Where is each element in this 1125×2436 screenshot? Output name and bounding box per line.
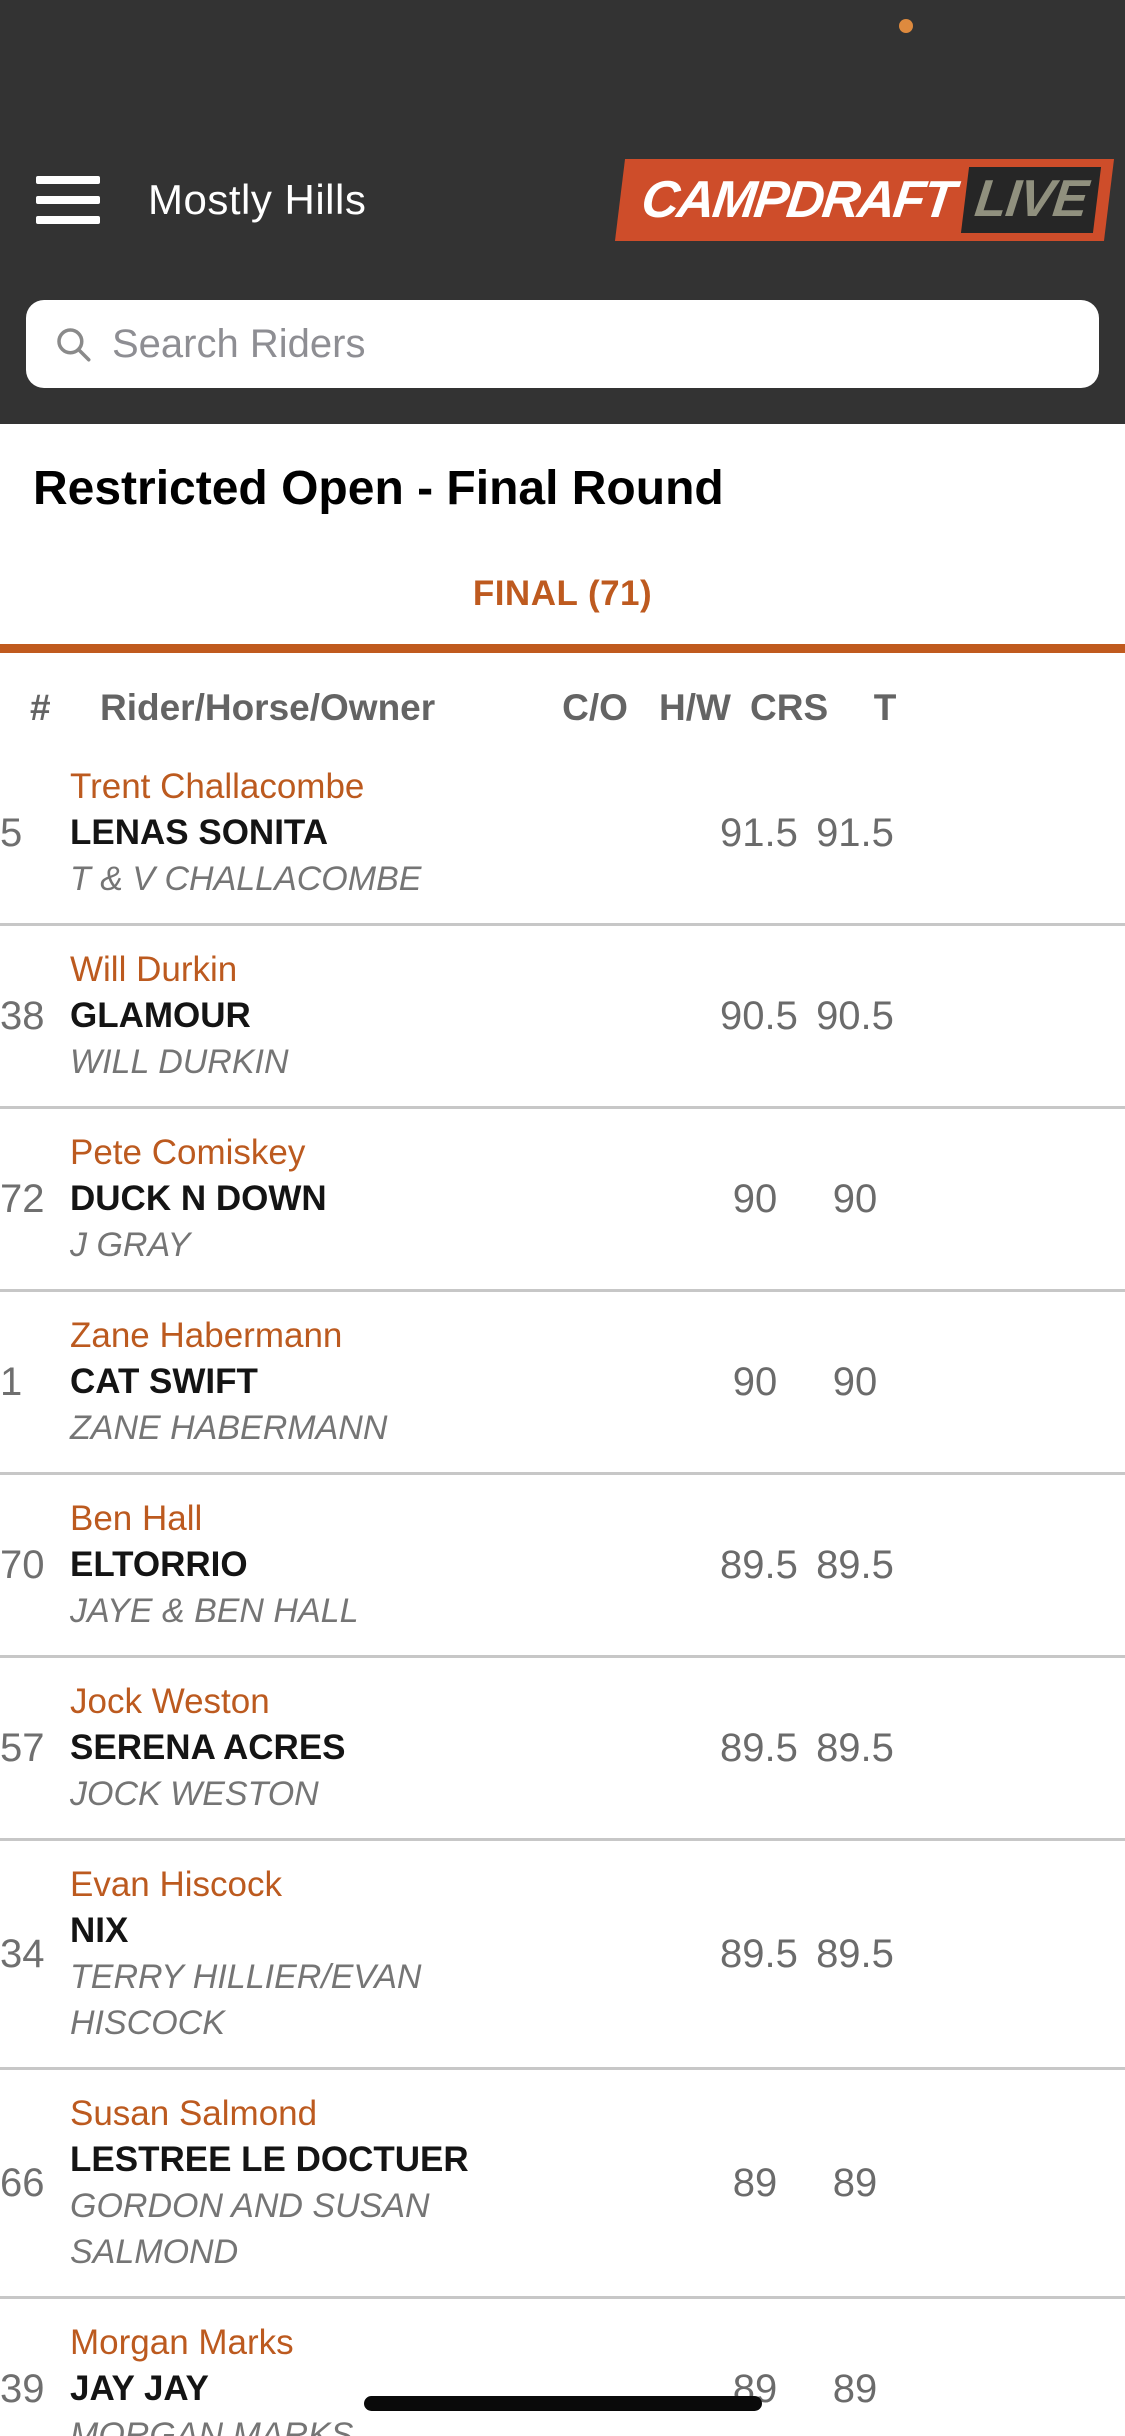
- table-row[interactable]: 1 Zane Habermann CAT SWIFT ZANE HABERMAN…: [0, 1292, 1125, 1475]
- rider-number: 70: [0, 1542, 45, 1587]
- rider-number: 39: [0, 2366, 45, 2411]
- score-crs: 91.5: [720, 810, 798, 855]
- score-t: 89.5: [816, 1542, 894, 1587]
- table-row[interactable]: 66 Susan Salmond LESTREE LE DOCTUER GORD…: [0, 2070, 1125, 2299]
- owner-name: T & V CHALLACOMBE: [70, 860, 422, 898]
- horse-name: CAT SWIFT: [70, 1362, 258, 1401]
- score-crs: 89.5: [720, 1725, 798, 1770]
- results-list: 5 Trent Challacombe LENAS SONITA T & V C…: [0, 743, 1125, 2436]
- score-t: 89.5: [816, 1725, 894, 1770]
- owner-name: J GRAY: [70, 1226, 191, 1264]
- score-crs: 89.5: [720, 1542, 798, 1587]
- table-row[interactable]: 5 Trent Challacombe LENAS SONITA T & V C…: [0, 743, 1125, 926]
- table-header: # Rider/Horse/Owner C/O H/W CRS T: [0, 653, 1125, 743]
- rider-horse-owner-cell: Pete Comiskey DUCK N DOWN J GRAY: [70, 1130, 520, 1268]
- score-t: 89: [832, 2366, 878, 2411]
- app-header: Mostly Hills CAMPDRAFT LIVE: [0, 0, 1125, 424]
- nav-bar: Mostly Hills CAMPDRAFT LIVE: [0, 140, 1125, 260]
- rider-horse-owner-cell: Susan Salmond LESTREE LE DOCTUER GORDON …: [70, 2091, 520, 2275]
- horse-name: SERENA ACRES: [70, 1728, 346, 1767]
- table-row[interactable]: 70 Ben Hall ELTORRIO JAYE & BEN HALL 89.…: [0, 1475, 1125, 1658]
- horse-name: LENAS SONITA: [70, 813, 328, 852]
- horse-name: GLAMOUR: [70, 996, 251, 1035]
- score-t: 89.5: [816, 1931, 894, 1976]
- rider-name-link[interactable]: Will Durkin: [70, 950, 238, 989]
- score-t: 89: [832, 2160, 878, 2205]
- page-title: Restricted Open - Final Round: [33, 462, 724, 515]
- score-t: 90: [832, 1176, 878, 1221]
- table-row[interactable]: 38 Will Durkin GLAMOUR WILL DURKIN 90.5 …: [0, 926, 1125, 1109]
- menu-button[interactable]: [36, 176, 100, 224]
- owner-name: WILL DURKIN: [70, 1043, 289, 1081]
- search-bar-row: [26, 300, 1099, 388]
- rider-number: 1: [0, 1359, 23, 1404]
- horse-name: LESTREE LE DOCTUER: [70, 2140, 469, 2179]
- col-header-co: C/O: [562, 687, 628, 728]
- rider-number: 72: [0, 1176, 45, 1221]
- rider-horse-owner-cell: Ben Hall ELTORRIO JAYE & BEN HALL: [70, 1496, 520, 1634]
- table-row[interactable]: 57 Jock Weston SERENA ACRES JOCK WESTON …: [0, 1658, 1125, 1841]
- rider-number: 34: [0, 1931, 45, 1976]
- col-header-hw: H/W: [659, 687, 731, 728]
- event-title: Mostly Hills: [148, 176, 367, 223]
- score-crs: 90.5: [720, 993, 798, 1038]
- results-content: Restricted Open - Final Round FINAL (71)…: [0, 460, 1125, 2436]
- score-crs: 90: [732, 1176, 778, 1221]
- horse-name: NIX: [70, 1911, 129, 1950]
- rider-horse-owner-cell: Morgan Marks JAY JAY MORGAN MARKS: [70, 2320, 520, 2436]
- tab-bar: FINAL (71): [0, 574, 1125, 653]
- horse-name: ELTORRIO: [70, 1545, 248, 1584]
- score-crs: 90: [732, 1359, 778, 1404]
- owner-name: ZANE HABERMANN: [70, 1409, 388, 1447]
- owner-name: JAYE & BEN HALL: [70, 1592, 359, 1630]
- col-header-crs: CRS: [750, 687, 829, 728]
- rider-number: 38: [0, 993, 45, 1038]
- recording-indicator-dot: [899, 19, 913, 33]
- horse-name: DUCK N DOWN: [70, 1179, 327, 1218]
- search-icon: [57, 328, 91, 362]
- rider-horse-owner-cell: Evan Hiscock NIX TERRY HILLIER/EVAN HISC…: [70, 1862, 520, 2046]
- owner-name: GORDON AND SUSAN SALMOND: [70, 2187, 430, 2271]
- score-t: 90: [832, 1359, 878, 1404]
- rider-number: 66: [0, 2160, 45, 2205]
- rider-name-link[interactable]: Pete Comiskey: [70, 1133, 306, 1172]
- owner-name: MORGAN MARKS: [70, 2416, 354, 2436]
- score-t: 90.5: [816, 993, 894, 1038]
- rider-name-link[interactable]: Zane Habermann: [70, 1316, 343, 1355]
- score-t: 91.5: [816, 810, 894, 855]
- rider-name-link[interactable]: Trent Challacombe: [70, 767, 365, 806]
- rider-name-link[interactable]: Ben Hall: [70, 1499, 203, 1538]
- rider-horse-owner-cell: Jock Weston SERENA ACRES JOCK WESTON: [70, 1679, 520, 1817]
- col-header-rider-horse-owner: Rider/Horse/Owner: [100, 687, 436, 728]
- rider-name-link[interactable]: Susan Salmond: [70, 2094, 318, 2133]
- owner-name: TERRY HILLIER/EVAN HISCOCK: [70, 1958, 422, 2042]
- search-input[interactable]: [112, 304, 1099, 384]
- rider-name-link[interactable]: Evan Hiscock: [70, 1865, 283, 1904]
- campdraft-live-logo: CAMPDRAFT LIVE: [615, 159, 1115, 241]
- rider-horse-owner-cell: Zane Habermann CAT SWIFT ZANE HABERMANN: [70, 1313, 520, 1451]
- col-header-number: #: [30, 687, 51, 728]
- logo-live-text: LIVE: [961, 167, 1102, 233]
- rider-horse-owner-cell: Trent Challacombe LENAS SONITA T & V CHA…: [70, 764, 520, 902]
- search-box[interactable]: [26, 300, 1099, 388]
- owner-name: JOCK WESTON: [70, 1775, 319, 1813]
- table-row[interactable]: 72 Pete Comiskey DUCK N DOWN J GRAY 90 9…: [0, 1109, 1125, 1292]
- rider-number: 57: [0, 1725, 45, 1770]
- home-indicator[interactable]: [363, 2396, 762, 2411]
- score-crs: 89.5: [720, 1931, 798, 1976]
- rider-number: 5: [0, 810, 23, 855]
- rider-name-link[interactable]: Jock Weston: [70, 1682, 270, 1721]
- score-crs: 89: [732, 2160, 778, 2205]
- tab-final[interactable]: FINAL (71): [472, 574, 653, 613]
- logo-campdraft-text: CAMPDRAFT: [638, 171, 957, 229]
- table-row[interactable]: 34 Evan Hiscock NIX TERRY HILLIER/EVAN H…: [0, 1841, 1125, 2070]
- col-header-t: T: [873, 687, 897, 728]
- rider-horse-owner-cell: Will Durkin GLAMOUR WILL DURKIN: [70, 947, 520, 1085]
- rider-name-link[interactable]: Morgan Marks: [70, 2323, 294, 2362]
- horse-name: JAY JAY: [70, 2369, 209, 2408]
- table-row[interactable]: 39 Morgan Marks JAY JAY MORGAN MARKS 89 …: [0, 2299, 1125, 2436]
